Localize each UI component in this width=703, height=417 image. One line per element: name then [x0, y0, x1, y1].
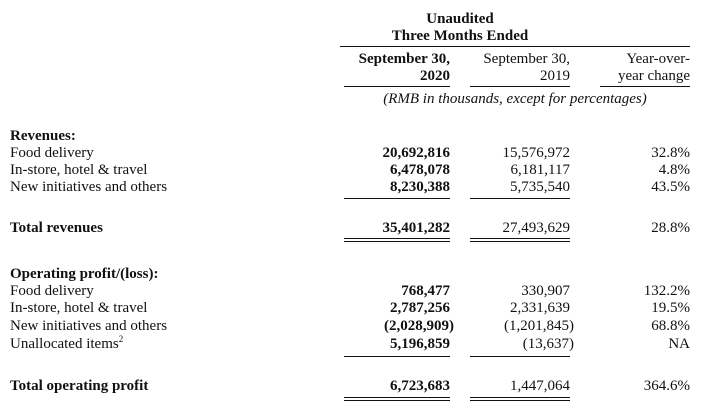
total-double-rule	[344, 397, 450, 401]
col1-header-rule	[344, 86, 450, 87]
value-change: 4.8%	[658, 162, 690, 178]
value-2019: 5,735,540	[510, 179, 570, 195]
value-2019: (13,637)	[522, 336, 574, 352]
subtotal-rule	[344, 356, 450, 357]
col3-header-line1: Year-over-	[626, 51, 690, 67]
subtotal-rule	[470, 198, 570, 199]
value-2019: 1,447,064	[510, 378, 570, 394]
row-label: Total revenues	[10, 220, 103, 236]
row-label: Food delivery	[10, 283, 94, 299]
value-2020: 35,401,282	[382, 220, 451, 236]
value-2020: 5,196,859	[390, 336, 450, 352]
value-2019: 2,331,639	[510, 300, 570, 316]
header-unaudited: Unaudited	[426, 11, 494, 27]
subtotal-rule	[470, 356, 570, 357]
value-2020: (2,028,909)	[384, 318, 454, 334]
value-2020: 8,230,388	[390, 179, 450, 195]
value-change: 43.5%	[651, 179, 690, 195]
value-2020: 20,692,816	[382, 145, 451, 161]
col2-header-line1: September 30,	[483, 51, 570, 67]
row-label: Total operating profit	[10, 378, 149, 394]
value-change: 32.8%	[651, 145, 690, 161]
total-double-rule	[470, 397, 570, 401]
header-period: Three Months Ended	[391, 28, 529, 44]
value-2020: 6,723,683	[390, 378, 450, 394]
col1-header-line2: 2020	[420, 68, 450, 84]
value-change: 28.8%	[651, 220, 690, 236]
value-2019: (1,201,845)	[504, 318, 574, 334]
col3-header-line2: year change	[617, 68, 690, 84]
revenues-heading: Revenues:	[10, 128, 76, 144]
row-label: New initiatives and others	[10, 179, 168, 195]
value-2020: 768,477	[401, 283, 450, 299]
col3-header-rule	[600, 86, 690, 87]
value-change: 68.8%	[651, 318, 690, 334]
total-double-rule	[344, 238, 450, 242]
row-label: In-store, hotel & travel	[10, 162, 148, 178]
col2-header-line2: 2019	[540, 68, 570, 84]
value-2020: 2,787,256	[390, 300, 450, 316]
value-2019: 15,576,972	[502, 145, 571, 161]
units-note: (RMB in thousands, except for percentage…	[383, 91, 647, 107]
row-label: In-store, hotel & travel	[10, 300, 148, 316]
value-change: NA	[668, 336, 690, 352]
row-label: Unallocated items2	[10, 334, 124, 353]
value-change: 132.2%	[643, 283, 690, 299]
value-2019: 330,907	[521, 283, 570, 299]
total-double-rule	[470, 238, 570, 242]
value-change: 364.6%	[643, 378, 690, 394]
col2-header-rule	[470, 86, 570, 87]
footnote-marker: 2	[118, 334, 124, 344]
row-label-text: Unallocated items	[10, 336, 119, 352]
row-label: Food delivery	[10, 145, 94, 161]
col1-header-line1: September 30,	[358, 51, 450, 67]
row-label: New initiatives and others	[10, 318, 168, 334]
header-rule	[340, 46, 690, 47]
value-2020: 6,478,078	[390, 162, 450, 178]
value-2019: 27,493,629	[502, 220, 571, 236]
operating-heading: Operating profit/(loss):	[10, 266, 159, 282]
value-change: 19.5%	[651, 300, 690, 316]
value-2019: 6,181,117	[510, 162, 570, 178]
subtotal-rule	[344, 198, 450, 199]
